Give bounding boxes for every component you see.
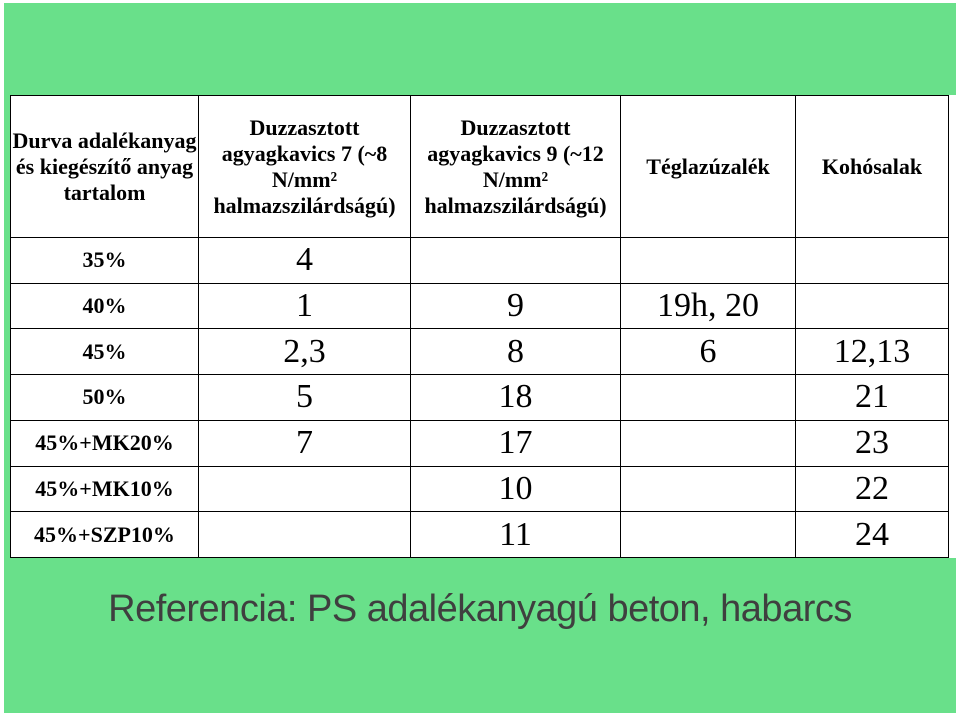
table-cell: 10 (410, 465, 621, 513)
header-cell: Téglazúzalék (620, 95, 796, 238)
table-cell: 5 (198, 374, 411, 421)
table-row: 45% 2,3 8 6 12,13 (10, 328, 949, 376)
table-cell (795, 282, 949, 330)
row-label: 45%+SZP10% (10, 511, 199, 558)
header-cell: Kohósalak (795, 95, 949, 238)
table-cell (620, 374, 796, 421)
table-cell: 8 (410, 328, 621, 376)
table-row: 45%+SZP10% 11 24 (10, 511, 949, 558)
table-cell: 18 (410, 374, 621, 421)
header-cell: Duzzasztott agyagkavics 9 (~12 N/mm² hal… (410, 95, 621, 238)
header-row: Durva adalékanyag és kiegészítő anyag ta… (10, 95, 949, 238)
table-cell (795, 237, 949, 284)
table-cell: 2,3 (198, 328, 411, 376)
table-cell: 17 (410, 419, 621, 467)
slide-frame: Durva adalékanyag és kiegészítő anyag ta… (4, 3, 958, 713)
table-cell (620, 419, 796, 467)
table-cell: 11 (410, 511, 621, 558)
table-cell: 12,13 (795, 328, 949, 376)
table-row: 35% 4 (10, 237, 949, 284)
table-cell (620, 465, 796, 513)
row-label: 45%+MK10% (10, 465, 199, 513)
table-cell: 1 (198, 282, 411, 330)
table-cell (198, 465, 411, 513)
row-label: 45% (10, 328, 199, 376)
table-cell: 23 (795, 419, 949, 467)
slide-caption: Referencia: PS adalékanyagú beton, habar… (108, 588, 852, 630)
table-cell (410, 237, 621, 284)
table-cell: 6 (620, 328, 796, 376)
table-cell (620, 237, 796, 284)
header-cell: Duzzasztott agyagkavics 7 (~8 N/mm² halm… (198, 95, 411, 238)
table-cell (198, 511, 411, 558)
row-label: 45%+MK20% (10, 419, 199, 467)
table-cell: 4 (198, 237, 411, 284)
header-cell: Durva adalékanyag és kiegészítő anyag ta… (10, 95, 199, 238)
row-label: 40% (10, 282, 199, 330)
row-label: 35% (10, 237, 199, 284)
table-row: 40% 1 9 19h, 20 (10, 282, 949, 330)
table-cell: 7 (198, 419, 411, 467)
table-cell: 9 (410, 282, 621, 330)
table-cell: 21 (795, 374, 949, 421)
table-cell (620, 511, 796, 558)
table-cell: 22 (795, 465, 949, 513)
table-cell: 19h, 20 (620, 282, 796, 330)
row-label: 50% (10, 374, 199, 421)
table-row: 45%+MK10% 10 22 (10, 465, 949, 513)
table-row: 50% 5 18 21 (10, 374, 949, 421)
table-container: Durva adalékanyag és kiegészítő anyag ta… (10, 95, 958, 558)
table-row: 45%+MK20% 7 17 23 (10, 419, 949, 467)
reference-table: Durva adalékanyag és kiegészítő anyag ta… (10, 95, 949, 558)
table-cell: 24 (795, 511, 949, 558)
